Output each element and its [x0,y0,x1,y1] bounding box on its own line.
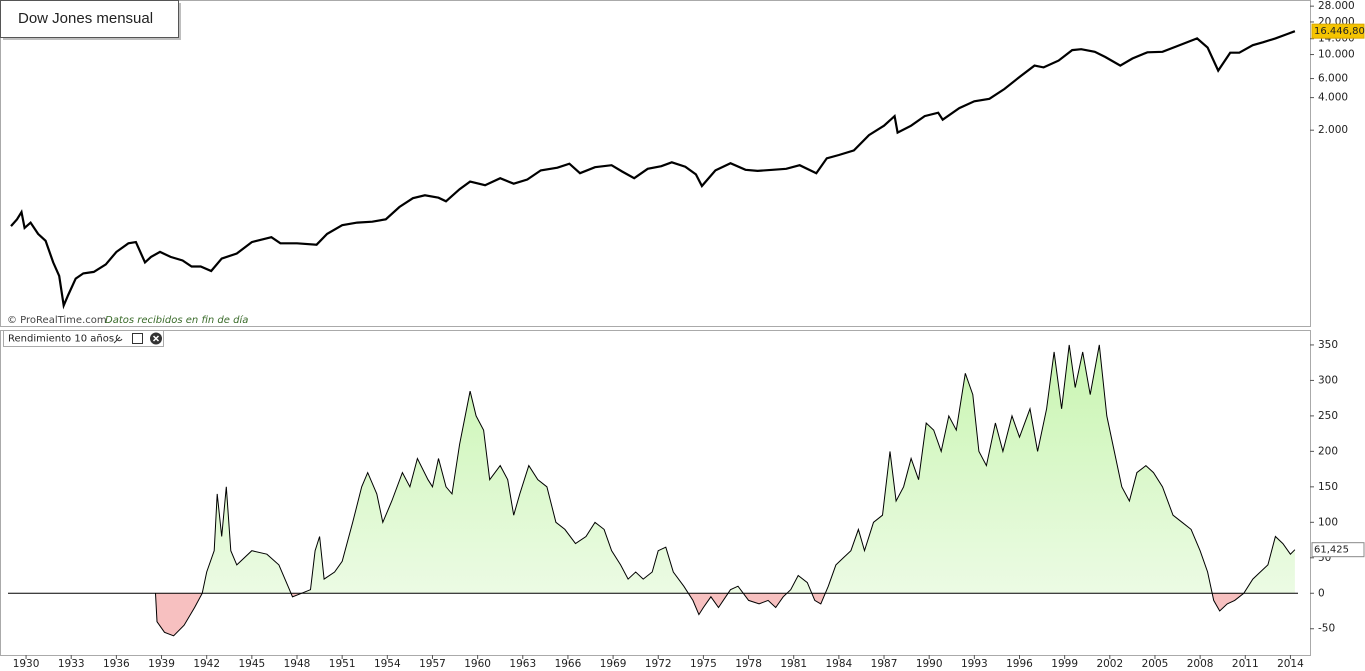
note: Datos recibidos en fin de día [105,314,248,326]
x-tick-label: 1969 [600,658,627,670]
window-icon[interactable] [132,333,143,344]
chart-title: Dow Jones mensual [18,10,153,27]
x-tick-label: 1933 [58,658,85,670]
x-tick-label: 1966 [555,658,582,670]
settings-icon[interactable] [113,334,123,344]
y-tick-label: 100 [1318,516,1338,528]
line [155,344,1296,637]
y-tick-label: 250 [1318,410,1338,422]
x-tick-label: 1993 [961,658,988,670]
panel [0,0,1311,327]
x-tick-label: 1945 [238,658,265,670]
area-positive [202,344,1295,593]
end-label-box [1311,23,1365,39]
x-tick-label: 1948 [284,658,311,670]
x-tick-label: 1981 [780,658,807,670]
x-tick-label: 2008 [1187,658,1214,670]
y-tick-label: 2.000 [1318,124,1348,136]
x-tick-label: 1978 [735,658,762,670]
y-tick-label: 350 [1318,339,1338,351]
x-tick-label: 1984 [826,658,853,670]
y-tick-label: 200 [1318,445,1338,457]
x-tick-label: 1960 [464,658,491,670]
x-tick-label: 1963 [509,658,536,670]
y-tick-label: -50 [1318,623,1335,635]
title-box [0,0,179,38]
y-tick-label: 28.000 [1318,0,1355,12]
x-tick-label: 1999 [1051,658,1078,670]
y-tick-label: 10.000 [1318,49,1355,61]
legend: Rendimiento 10 años [8,334,114,345]
x-tick-label: 1996 [1006,658,1033,670]
x-tick-label: 1972 [645,658,672,670]
y-tick-label: 0 [1318,587,1325,599]
close-x [152,335,160,342]
x-tick-label: 1975 [690,658,717,670]
y-tick-label: 6.000 [1318,73,1348,85]
x-tick-label: 1954 [374,658,401,670]
x-tick-label: 1936 [103,658,130,670]
x-tick-label: 1987 [871,658,898,670]
source: © ProRealTime.com [7,315,107,326]
x-tick-label: 2011 [1232,658,1259,670]
end-label: 61,425 [1314,545,1349,556]
x-tick-label: 1939 [148,658,175,670]
end-label-box [1311,542,1365,558]
x-tick-label: 1957 [419,658,446,670]
x-tick-label: 2002 [1096,658,1123,670]
x-tick-label: 2014 [1277,658,1304,670]
x-tick-label: 1951 [329,658,356,670]
x-tick-label: 1990 [916,658,943,670]
x-tick-label: 1930 [13,658,40,670]
y-tick-label: 4.000 [1318,92,1348,104]
end-label: 16.446,80 [1314,26,1365,37]
y-tick-label: 150 [1318,481,1338,493]
legend-box [3,330,164,347]
y-tick-label: 300 [1318,374,1338,386]
line [10,30,1296,310]
x-tick-label: 2005 [1142,658,1169,670]
x-tick-label: 1942 [193,658,220,670]
